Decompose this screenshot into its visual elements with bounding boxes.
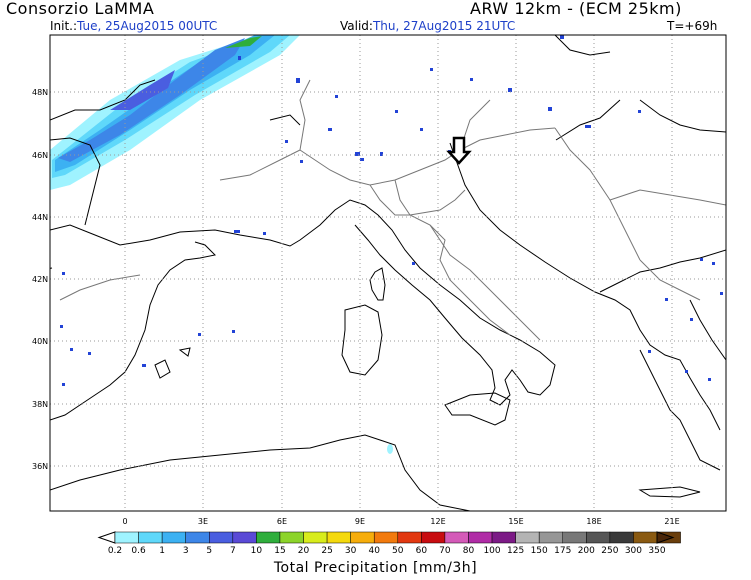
colorbar-swatch (586, 531, 611, 544)
colorbar-swatch (303, 531, 328, 544)
lon-label: 3E (197, 517, 209, 526)
init-value: Tue, 25Aug2015 00UTC (77, 19, 218, 33)
colorbar-threshold: 0.2 (107, 546, 123, 556)
colorbar-swatch (232, 531, 257, 544)
colorbar-threshold: 25 (321, 546, 333, 556)
colorbar-threshold: 15 (274, 546, 286, 556)
colorbar-threshold: 0.6 (131, 546, 146, 556)
model-title: ARW 12km - (ECM 25km) (470, 0, 682, 18)
init-label: Init.: (50, 19, 78, 33)
valid-line: Valid:Thu, 27Aug2015 21UTC (340, 19, 515, 33)
borders (59, 79, 726, 341)
colorbar-swatch (633, 531, 658, 544)
map-frame (49, 34, 727, 512)
colorbar-threshold: 40 (368, 546, 380, 556)
colorbar-swatch (515, 531, 540, 544)
colorbar-threshold: 100 (483, 546, 501, 556)
lat-label: 38N (32, 400, 48, 409)
init-line: Init.:Tue, 25Aug2015 00UTC (50, 19, 217, 33)
lat-label: 40N (32, 337, 48, 346)
colorbar-swatch (256, 531, 281, 544)
colorbar-swatch (138, 531, 163, 544)
colorbar-min-triangle (97, 531, 116, 544)
valid-value: Thu, 27Aug2015 21UTC (372, 19, 516, 33)
lon-label: 12E (430, 517, 446, 526)
lat-label: 36N (32, 462, 48, 471)
colorbar-swatch (350, 531, 375, 544)
lat-label: 42N (32, 275, 48, 284)
colorbar-threshold: 10 (250, 546, 263, 556)
colorbar-swatch (209, 531, 234, 544)
colorbar-threshold: 175 (554, 546, 572, 556)
lon-label: 18E (586, 517, 602, 526)
colorbar-threshold: 350 (648, 546, 666, 556)
lat-label: 44N (32, 213, 48, 222)
colorbar-threshold: 5 (206, 546, 213, 556)
colorbar-threshold: 80 (462, 546, 475, 556)
colorbar-threshold: 20 (297, 546, 310, 556)
lead-time: T=+69h (667, 19, 718, 33)
colorbar-threshold: 70 (439, 546, 451, 556)
colorbar-threshold: 250 (601, 546, 619, 556)
colorbar-threshold: 60 (415, 546, 428, 556)
lat-label: 48N (32, 88, 48, 97)
lon-label: 15E (508, 517, 524, 526)
colorbar-swatch (538, 531, 563, 544)
colorbar-threshold: 300 (624, 546, 643, 556)
colorbar-swatch (562, 531, 587, 544)
colorbar-swatch (185, 531, 210, 544)
colorbar-swatch (114, 531, 139, 544)
precip-band (50, 35, 393, 454)
legend-title: Total Precipitation [mm/3h] (273, 560, 478, 576)
colorbar-swatch (421, 531, 446, 544)
lon-label: 9E (354, 517, 366, 526)
colorbar-threshold: 50 (392, 546, 404, 556)
graticule (50, 35, 726, 511)
colorbar-swatch (609, 531, 634, 544)
valid-label: Valid: (340, 19, 373, 33)
coastlines (50, 35, 726, 511)
colorbar-swatch (279, 531, 304, 544)
colorbar-swatch (468, 531, 493, 544)
org-title: Consorzio LaMMA (6, 0, 155, 18)
colorbar-swatch (326, 531, 351, 544)
colorbar-swatch (444, 531, 469, 544)
colorbar-threshold: 200 (577, 546, 595, 556)
colorbar-threshold: 3 (182, 546, 189, 556)
colorbar-threshold: 30 (344, 546, 357, 556)
colorbar-threshold: 1 (159, 546, 165, 556)
lon-label: 6E (276, 517, 288, 526)
colorbar-swatch (161, 531, 186, 544)
colorbar-threshold: 125 (507, 546, 525, 556)
colorbar-swatch (491, 531, 516, 544)
precip-specks (60, 35, 723, 386)
down-arrow-icon (446, 136, 472, 165)
colorbar-swatch (373, 531, 399, 544)
lat-label: 46N (32, 151, 48, 160)
lon-label: 21E (664, 517, 680, 526)
colorbar-threshold: 7 (229, 546, 236, 556)
lon-label: 0 (122, 517, 128, 526)
colorbar-threshold: 150 (530, 546, 548, 556)
colorbar-max-triangle (656, 531, 675, 544)
colorbar-swatch (397, 531, 422, 544)
